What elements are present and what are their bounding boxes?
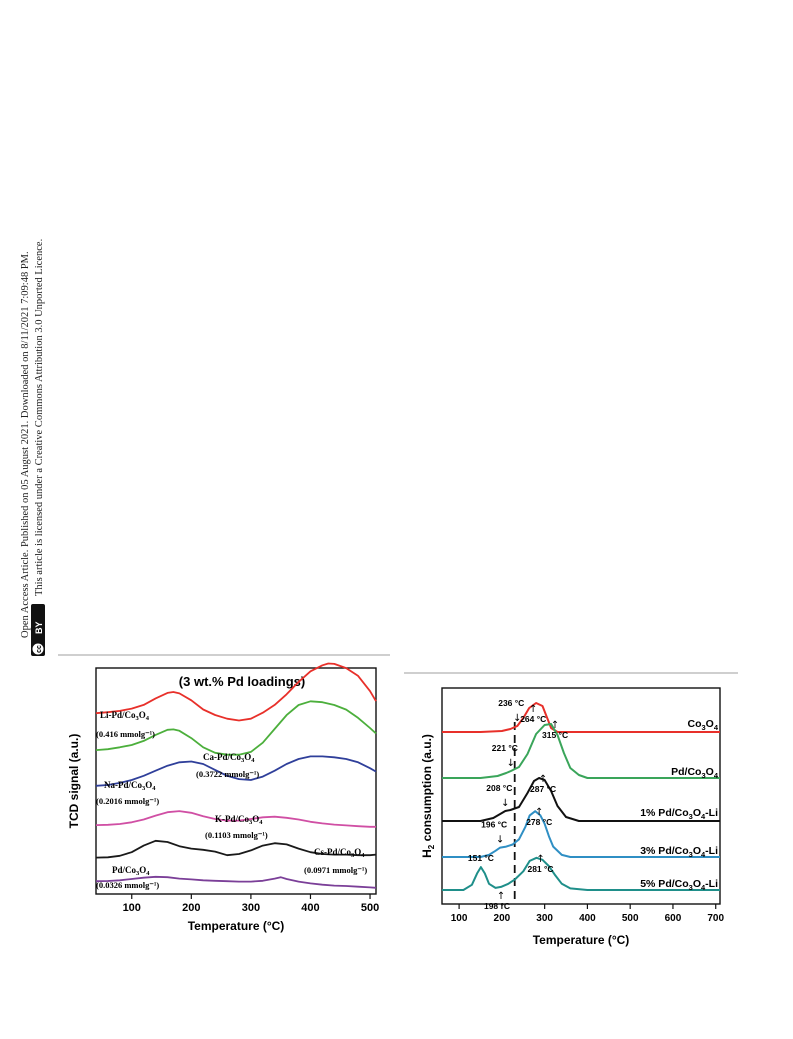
chart-right-frame [441,687,721,905]
peak-annotation: 151 °C [468,853,494,863]
chart-left-series [95,662,377,889]
peak-label: 264 °C [520,714,546,724]
chart-left-frame [95,667,377,895]
chart-left-ylabel: TCD signal (a.u.) [67,734,81,829]
up-arrow-icon: ↑ [536,854,544,865]
license-line-1: Open Access Article. Published on 05 Aug… [20,251,31,638]
license-line-2: This article is licensed under a Creativ… [34,239,45,596]
label-co3o4: Co3O4 [687,718,718,732]
label-na-pd: Na-Pd/Co3O4 [104,780,156,792]
x-tick-label: 400 [301,902,319,914]
series-line-na-pd-co3o4 [95,755,377,787]
peak-annotation: ↑315 °C [542,720,568,740]
up-arrow-icon: ↑ [529,704,537,715]
chart-right-x-ticks: 100 200 300 400 500 600 700 [451,904,725,924]
peak-label: 151 °C [468,853,494,863]
peak-label: 221 °C [492,743,518,753]
peak-annotation: ↑278 °C [526,807,552,827]
label-k-pd: K-Pd/Co3O4 [215,814,263,826]
annotation-cs-pd: (0.0971 mmolg⁻¹) [304,865,367,875]
x-tick-label: 500 [622,913,639,924]
x-tick-label: 700 [707,913,724,924]
down-arrow-icon: ↓ [496,835,504,846]
chart-left: (3 wt.% Pd loadings) 100 200 300 400 500 Tem… [67,662,379,933]
chart-left-title: (3 wt.% Pd loadings) [179,674,305,689]
peak-label: 196 °C [481,820,507,830]
peak-label: 281 °C [527,864,553,874]
label-li-pd: Li-Pd/Co3O4 [100,710,150,722]
label-ca-pd: Ca-Pd/Co3O4 [203,752,255,764]
series-line-pd-co3o4 [442,723,720,779]
top-divider-right [404,672,738,674]
down-arrow-icon: ↓ [513,713,521,724]
peak-annotation: 196 °C ↓ [481,820,507,846]
label-pd: Pd/Co3O4 [112,865,150,877]
annotation-li-pd: (0.416 mmolg⁻¹) [96,729,155,739]
peak-label: 236 °C [498,698,524,708]
label-pd-co3o4: Pd/Co3O4 [671,766,719,780]
license-notice: cc BY This article is licensed under a C… [12,24,52,664]
up-arrow-icon: ↑ [497,891,505,902]
peak-label: 198 °C [484,901,510,911]
by-badge-text: BY [34,621,44,634]
peak-annotation: ↑281 °C [527,854,553,874]
series-line-pd-co3o4 [95,875,377,889]
series-line-1-pd-co3o4-li [442,777,720,822]
x-tick-label: 200 [494,913,511,924]
chart-right-xlabel: Temperature (°C) [533,933,630,947]
label-5pct: 5% Pd/Co3O4-Li [640,878,718,892]
chart-right-ylabel: H2 consumption (a.u.) [420,734,436,858]
down-arrow-icon: ↓ [501,798,509,809]
peak-annotation: ↑198 °C [484,891,510,911]
series-line-k-pd-co3o4 [95,810,376,828]
top-divider-left [58,654,390,656]
up-arrow-icon: ↑ [539,774,547,785]
x-tick-label: 200 [182,902,200,914]
x-tick-label: 300 [536,913,553,924]
license-notice-svg: cc BY This article is licensed under a C… [20,239,45,656]
x-tick-label: 400 [579,913,596,924]
series-line-ca-pd-co3o4 [95,700,377,756]
up-arrow-icon: ↑ [535,807,543,818]
chart-right: 100 200 300 400 500 600 700 236 °C↓↑264 °C221 … [420,687,725,947]
annotation-pd: (0.0326 mmolg⁻¹) [96,880,159,890]
cc-by-badge[interactable]: cc BY [31,604,45,656]
peak-label: 315 °C [542,730,568,740]
peak-label: 287 °C [530,784,556,794]
annotation-na-pd: (0.2016 mmolg⁻¹) [96,796,159,806]
chart-right-series [442,702,720,891]
peak-annotation: 236 °C ↓ [498,698,524,724]
chart-left-x-ticks: 100 200 300 400 500 [123,894,379,914]
x-tick-label: 100 [123,902,141,914]
series-line-5-pd-co3o4-li [442,856,720,891]
peak-label: 208 °C [486,783,512,793]
series-line-co3o4 [442,702,720,733]
peak-annotation: ↑264 °C [520,704,546,724]
label-cs-pd: Cs-Pd/Co3O4 [314,847,365,859]
series-line-3-pd-co3o4-li [442,810,720,858]
peak-annotation: 208 °C ↓ [486,783,512,809]
annotation-ca-pd: (0.3722 mmolg⁻¹) [196,769,259,779]
x-tick-label: 300 [242,902,260,914]
x-tick-label: 600 [665,913,682,924]
label-1pct: 1% Pd/Co3O4-Li [640,807,718,821]
annotation-k-pd: (0.1103 mmolg⁻¹) [205,830,268,840]
peak-annotation: 221 °C ↓ [492,743,518,769]
x-tick-label: 500 [361,902,379,914]
up-arrow-icon: ↑ [551,720,559,731]
series-line-li-pd-co3o4 [95,662,377,722]
series-line-cs-pd-co3o4 [95,839,377,859]
x-tick-label: 100 [451,913,468,924]
down-arrow-icon: ↓ [507,758,515,769]
cc-badge-text: cc [36,645,43,653]
peak-label: 278 °C [526,817,552,827]
peak-annotation: ↑287 °C [530,774,556,794]
chart-left-xlabel: Temperature (°C) [188,919,285,933]
label-3pct: 3% Pd/Co3O4-Li [640,845,718,859]
